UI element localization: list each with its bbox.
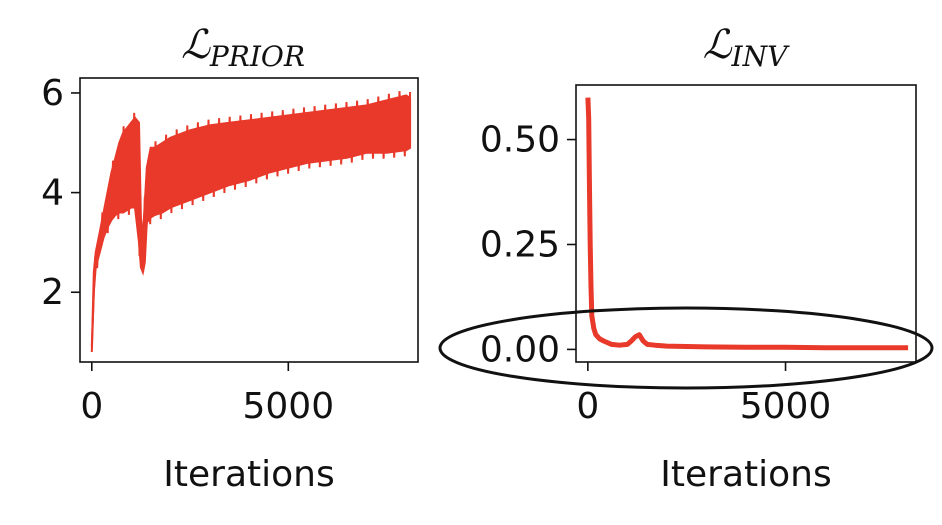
series-inv [585,97,909,351]
series-line-0 [585,97,909,351]
xticks-inv: 0 5000 [576,362,831,427]
xlabel-inv: Iterations [660,454,831,495]
yticks-prior: 2 4 6 [41,73,80,313]
xtick-label: 0 [576,386,599,427]
subplot-prior: ℒPRIOR 2 4 6 0 5000 Iterations [41,22,419,495]
ytick-label: 0.50 [480,120,560,161]
title-prior: ℒPRIOR [181,22,305,73]
subplot-inv: ℒINV 0.00 0.25 0.50 0 5000 Iterations [438,22,934,495]
xlabel-prior: Iterations [163,454,334,495]
ytick-label: 2 [41,272,64,313]
title-inv-sub: INV [731,40,791,73]
ytick-label: 0.25 [480,224,560,265]
ytick-label: 0.00 [480,329,560,370]
title-inv-main: ℒ [703,22,733,68]
xticks-prior: 0 5000 [80,362,334,427]
series-noise-0 [90,91,412,347]
xtick-label: 5000 [740,386,832,427]
ytick-label: 6 [41,73,64,114]
ytick-label: 4 [41,173,64,214]
title-prior-sub: PRIOR [209,40,305,73]
axes-frame-inv [575,84,917,363]
yticks-inv: 0.00 0.25 0.50 [480,120,576,370]
xtick-label: 0 [80,386,103,427]
series-prior [90,91,412,353]
title-inv: ℒINV [703,22,790,73]
title-prior-main: ℒ [181,22,211,68]
highlight-ellipse [438,306,934,390]
axes-frame-prior [79,77,419,363]
xtick-label: 5000 [242,386,334,427]
